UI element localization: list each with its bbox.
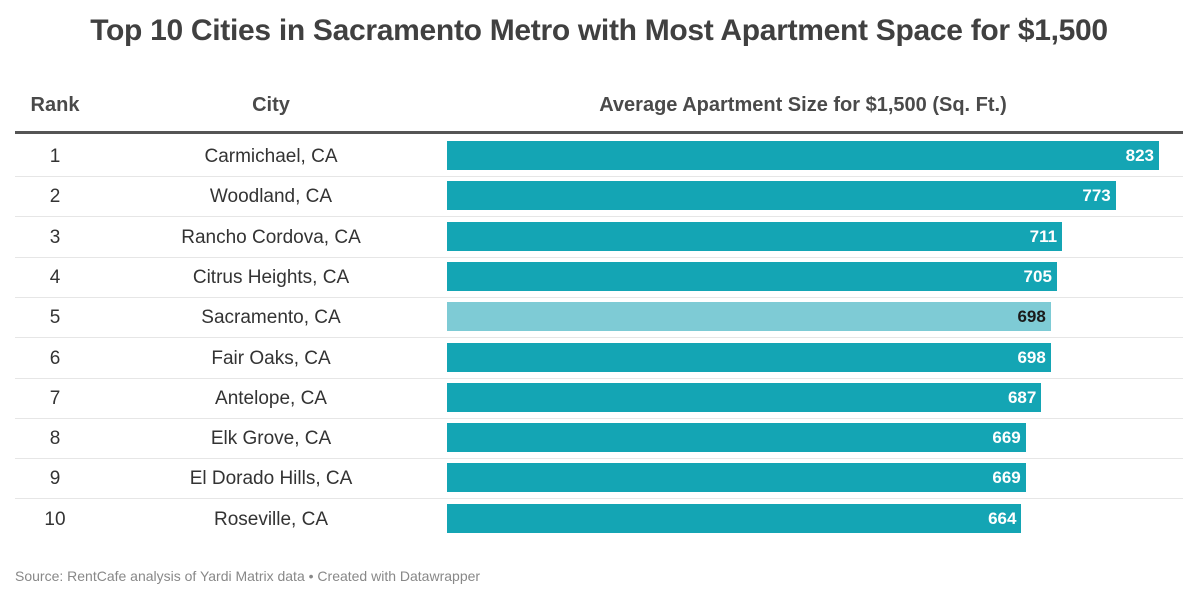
bar-value-label: 698 <box>1017 307 1046 327</box>
bar: 698 <box>447 342 1051 372</box>
city-cell: Woodland, CA <box>209 186 333 208</box>
bar: 669 <box>447 463 1026 493</box>
table-row: 3 Rancho Cordova, CA 711 <box>15 217 1183 258</box>
bar: 669 <box>447 423 1026 453</box>
city-cell: Citrus Heights, CA <box>192 266 350 288</box>
bar: 823 <box>447 141 1159 170</box>
chart-title: Top 10 Cities in Sacramento Metro with M… <box>90 14 1108 47</box>
bar: 705 <box>447 261 1057 291</box>
city-cell: El Dorado Hills, CA <box>189 468 353 490</box>
bar-value-label: 823 <box>1125 146 1154 165</box>
table-row: 9 El Dorado Hills, CA 669 <box>15 458 1183 500</box>
rank-cell: 5 <box>49 307 61 329</box>
bar: 711 <box>447 221 1063 251</box>
city-cell: Sacramento, CA <box>201 307 341 329</box>
city-cell: Carmichael, CA <box>204 146 338 167</box>
rank-cell: 7 <box>49 387 61 409</box>
rank-cell: 2 <box>49 186 61 208</box>
bar-value-label: 664 <box>988 508 1017 528</box>
bar-value-label: 698 <box>1017 347 1046 367</box>
rank-cell: 3 <box>49 226 61 248</box>
header-city: City <box>252 94 290 116</box>
bar: 687 <box>447 382 1042 412</box>
bar: 664 <box>447 503 1022 533</box>
header-rank: Rank <box>30 94 80 116</box>
bar-value-label: 711 <box>1029 226 1058 246</box>
rank-cell: 9 <box>49 468 61 490</box>
table-row: 8 Elk Grove, CA 669 <box>15 418 1183 460</box>
city-cell: Rancho Cordova, CA <box>181 226 361 248</box>
rank-cell: 8 <box>49 428 61 450</box>
bar: 698 <box>447 302 1051 332</box>
rank-cell: 1 <box>49 146 61 167</box>
rank-cell: 4 <box>49 266 61 288</box>
bar-value-label: 705 <box>1023 266 1052 286</box>
header-rule <box>15 131 1183 134</box>
table-row: 5 Sacramento, CA 698 <box>15 297 1183 339</box>
bar: 773 <box>447 181 1116 211</box>
table-row: 2 Woodland, CA 773 <box>15 176 1183 218</box>
city-cell: Elk Grove, CA <box>210 428 332 450</box>
table-row: 10 Roseville, CA 664 <box>15 499 1183 539</box>
city-cell: Fair Oaks, CA <box>211 347 331 369</box>
source-note: Source: RentCafe analysis of Yardi Matri… <box>15 568 481 584</box>
header-size: Average Apartment Size for $1,500 (Sq. F… <box>599 94 1007 116</box>
table-row: 7 Antelope, CA 687 <box>15 378 1183 419</box>
table-row: 6 Fair Oaks, CA 698 <box>15 338 1183 379</box>
rank-cell: 6 <box>49 347 61 369</box>
city-cell: Roseville, CA <box>213 508 329 530</box>
bar-value-label: 773 <box>1082 186 1111 206</box>
bar-value-label: 669 <box>992 428 1021 448</box>
bar-value-label: 669 <box>992 468 1021 488</box>
table-row: 4 Citrus Heights, CA 705 <box>15 257 1183 298</box>
bar-value-label: 687 <box>1007 387 1037 407</box>
table-row: 1 Carmichael, CA 823 <box>15 136 1183 177</box>
city-cell: Antelope, CA <box>215 387 327 409</box>
rank-cell: 10 <box>44 508 66 530</box>
